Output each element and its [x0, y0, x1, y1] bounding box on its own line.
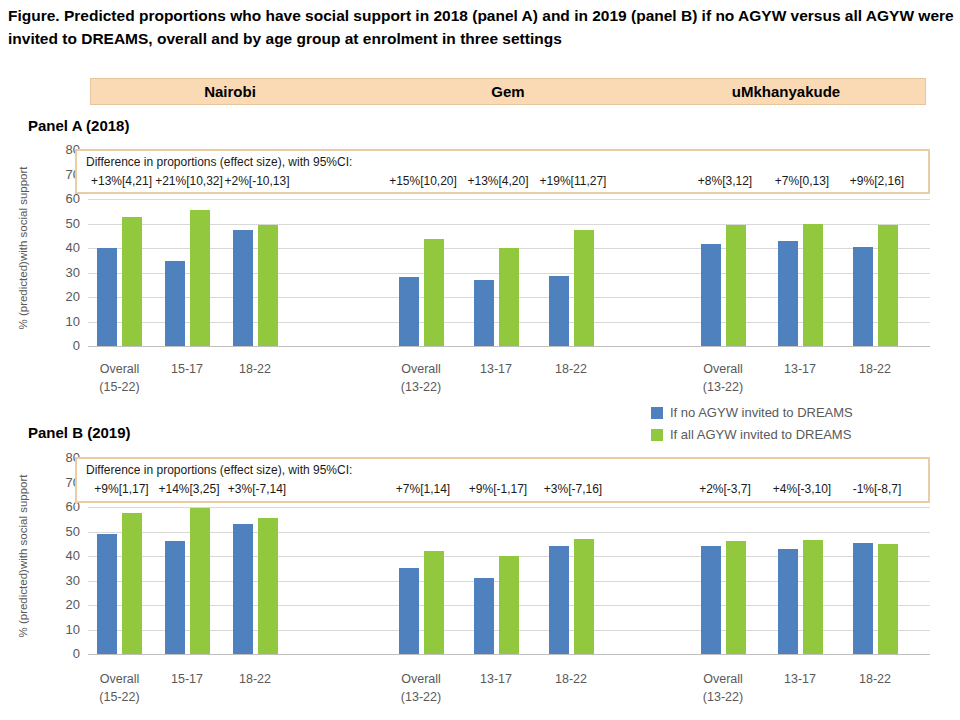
bar-all-agyw	[803, 540, 823, 654]
gridline	[88, 532, 930, 533]
x-category-label: 18-22	[200, 671, 310, 689]
effect-size-value: +9%[-1,17]	[469, 482, 527, 496]
bar-no-agyw	[399, 568, 419, 654]
bar-all-agyw	[424, 551, 444, 654]
bar-all-agyw	[190, 508, 210, 654]
effect-size-value: -1%[-8,7]	[853, 482, 902, 496]
y-tick-label: 0	[38, 646, 80, 661]
legend-item-all-agyw: If all AGYW invited to DREAMS	[651, 427, 853, 442]
legend-item-no-agyw: If no AGYW invited to DREAMS	[651, 405, 853, 420]
effect-box-title: Difference in proportions (effect size),…	[86, 463, 352, 477]
bar-no-agyw	[474, 578, 494, 654]
bar-no-agyw	[778, 549, 798, 654]
figure-page: Figure. Predicted proportions who have s…	[0, 0, 960, 720]
bar-no-agyw	[165, 541, 185, 654]
legend: If no AGYW invited to DREAMS If all AGYW…	[651, 405, 853, 449]
panel-b-chart: 01020304050607080Overall (15-22)15-1718-…	[0, 0, 960, 720]
y-tick-label: 50	[38, 524, 80, 539]
y-tick-label: 40	[38, 548, 80, 563]
legend-label-all-agyw: If all AGYW invited to DREAMS	[670, 427, 851, 442]
effect-size-value: +3%[-7,14]	[228, 482, 286, 496]
effect-size-value: +7%[1,14]	[396, 482, 450, 496]
x-category-label: 18-22	[820, 671, 930, 689]
y-tick-label: 70	[38, 475, 80, 490]
legend-swatch-all-agyw-icon	[651, 429, 663, 441]
effect-size-value: +14%[3,25]	[158, 482, 219, 496]
legend-label-no-agyw: If no AGYW invited to DREAMS	[670, 405, 853, 420]
effect-size-value: +3%[-7,16]	[544, 482, 602, 496]
bar-no-agyw	[701, 546, 721, 654]
bar-no-agyw	[549, 546, 569, 654]
bar-all-agyw	[574, 539, 594, 654]
effect-size-value: +9%[1,17]	[94, 482, 148, 496]
bar-all-agyw	[878, 544, 898, 654]
y-tick-label: 20	[38, 597, 80, 612]
x-axis-line	[88, 654, 930, 655]
gridline	[88, 507, 930, 508]
bar-all-agyw	[726, 541, 746, 654]
effect-size-box: Difference in proportions (effect size),…	[75, 457, 930, 503]
y-tick-label: 30	[38, 573, 80, 588]
y-tick-label: 10	[38, 622, 80, 637]
effect-size-value: +2%[-3,7]	[699, 482, 751, 496]
effect-size-value: +4%[-3,10]	[773, 482, 831, 496]
bar-no-agyw	[853, 543, 873, 654]
bar-all-agyw	[258, 518, 278, 654]
legend-swatch-no-agyw-icon	[651, 407, 663, 419]
y-tick-label: 80	[38, 450, 80, 465]
y-tick-label: 60	[38, 499, 80, 514]
x-category-label: 18-22	[516, 671, 626, 689]
bar-no-agyw	[233, 524, 253, 654]
bar-all-agyw	[499, 556, 519, 654]
bar-no-agyw	[97, 534, 117, 654]
bar-all-agyw	[122, 513, 142, 654]
